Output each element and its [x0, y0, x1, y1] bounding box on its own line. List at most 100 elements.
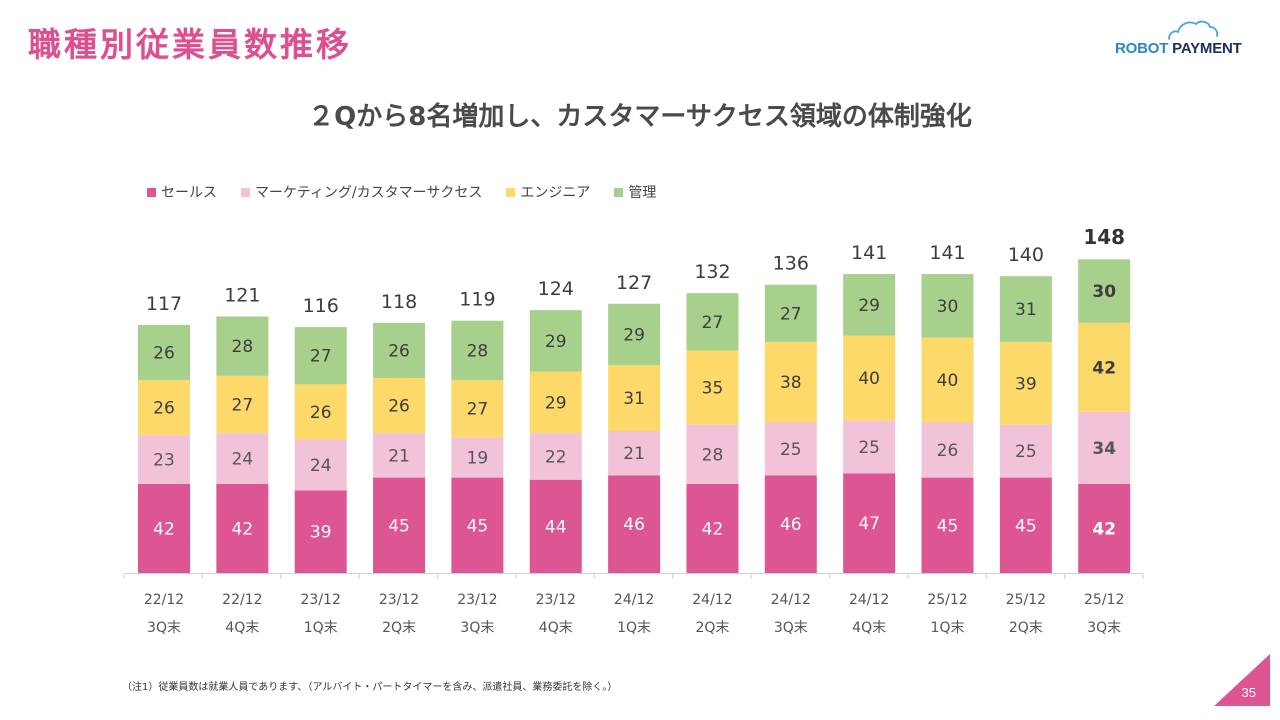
- legend-swatch-engineer: [506, 187, 516, 197]
- data-label-admin: 30: [937, 297, 959, 317]
- x-tick-label-period: 25/12: [927, 592, 967, 608]
- bar-segment-sales: [608, 475, 661, 573]
- bar-segment-admin: [294, 327, 347, 385]
- bar-segment-sales: [529, 479, 582, 573]
- bar-segment-engineer: [764, 341, 817, 423]
- legend-item-engineer: エンジニア: [506, 182, 590, 202]
- total-label: 140: [1008, 244, 1044, 266]
- bar-segment-admin: [999, 276, 1052, 342]
- bar-segment-engineer: [138, 380, 190, 436]
- data-label-sales: 46: [780, 515, 802, 535]
- bar-segment-marketing-cs: [921, 422, 974, 478]
- chart-subtitle: ２Qから8名増加し、カスタマーサクセス領域の体制強化: [308, 102, 972, 132]
- legend-label-marketing-cs: マーケティング/カスタマーサクセス: [255, 185, 483, 201]
- legend-label-admin: 管理: [628, 185, 657, 201]
- data-label-sales: 39: [310, 523, 332, 543]
- legend-swatch-sales: [147, 187, 156, 197]
- footnote: （注1）従業員数は就業人員であります、（アルバイト・パートタイマーを含み、派遣社…: [122, 682, 618, 693]
- data-label-sales: 45: [467, 516, 489, 536]
- x-tick-label-quarter: 1Q末: [931, 620, 965, 636]
- legend-swatch-marketing-cs: [241, 187, 250, 197]
- bar-segment-engineer: [451, 380, 504, 438]
- data-label-sales: 42: [1092, 519, 1116, 539]
- page-number: 35: [1241, 685, 1256, 700]
- bar-segment-marketing-cs: [686, 424, 739, 484]
- data-label-engineer: 31: [623, 389, 645, 409]
- bar-segment-engineer: [1078, 322, 1131, 412]
- x-tick-label-quarter: 3Q末: [460, 620, 494, 636]
- x-tick-label-period: 23/12: [536, 592, 576, 608]
- x-tick-label-period: 23/12: [301, 592, 341, 608]
- bar-segment-marketing-cs: [216, 433, 269, 484]
- x-tick-label-period: 24/12: [849, 592, 889, 608]
- bar-segment-engineer: [529, 371, 582, 434]
- x-tick-label-quarter: 2Q末: [695, 620, 729, 636]
- x-tick-label-period: 25/12: [1006, 592, 1046, 608]
- data-label-engineer: 39: [1015, 374, 1037, 394]
- bar-segment-sales: [451, 477, 504, 573]
- logo-text-payment-word: PAYMENT: [1172, 40, 1242, 57]
- legend-item-sales: セールス: [147, 182, 217, 202]
- data-label-marketing-cs: 26: [937, 441, 959, 461]
- data-label-engineer: 35: [702, 379, 724, 399]
- bar-segment-marketing-cs: [294, 439, 347, 491]
- x-tick-label-period: 24/12: [771, 592, 811, 608]
- data-label-engineer: 27: [232, 395, 254, 415]
- bar-segment-marketing-cs: [999, 424, 1052, 478]
- page-title: 職種別従業員数推移: [28, 25, 352, 64]
- legend-label-sales: セールス: [161, 185, 217, 201]
- bar-segment-engineer: [921, 337, 974, 423]
- data-label-engineer: 38: [780, 373, 802, 393]
- bar-segment-sales: [999, 477, 1052, 573]
- bar-segment-engineer: [843, 335, 896, 421]
- bar-segment-engineer: [608, 365, 661, 431]
- x-tick-label-period: 22/12: [144, 592, 184, 608]
- legend-label-engineer: エンジニア: [520, 185, 591, 201]
- chart-legend: セールス マーケティング/カスタマーサクセス エンジニア 管理: [147, 182, 680, 202]
- legend-item-marketing-cs: マーケティング/カスタマーサクセス: [241, 182, 482, 202]
- x-tick-label-period: 23/12: [379, 592, 419, 608]
- data-label-admin: 26: [388, 341, 410, 361]
- bar-segment-marketing-cs: [1078, 411, 1131, 484]
- legend-swatch-admin: [614, 187, 624, 197]
- legend-item-admin: 管理: [614, 182, 656, 202]
- bar-segment-admin: [686, 293, 739, 351]
- data-label-marketing-cs: 34: [1092, 439, 1116, 459]
- total-label: 132: [694, 261, 730, 283]
- data-label-sales: 42: [232, 519, 254, 539]
- bar-segment-marketing-cs: [764, 422, 817, 476]
- x-tick-label-quarter: 2Q末: [382, 620, 416, 636]
- data-label-admin: 29: [858, 296, 880, 316]
- x-tick-label-quarter: 1Q末: [304, 620, 338, 636]
- x-tick-label-quarter: 3Q末: [147, 620, 181, 636]
- data-label-engineer: 40: [858, 369, 880, 389]
- bar-segment-engineer: [216, 375, 269, 434]
- x-tick-label-quarter: 3Q末: [774, 620, 808, 636]
- bar-segment-sales: [764, 475, 817, 573]
- bar-segment-admin: [529, 310, 582, 372]
- data-label-sales: 46: [623, 515, 645, 535]
- data-label-admin: 27: [780, 304, 802, 324]
- data-label-admin: 27: [310, 347, 332, 367]
- data-label-marketing-cs: 24: [232, 450, 254, 470]
- total-label: 148: [1083, 225, 1125, 249]
- x-tick-label-period: 25/12: [1084, 592, 1124, 608]
- data-label-admin: 30: [1092, 282, 1116, 302]
- data-label-marketing-cs: 22: [545, 447, 567, 467]
- x-tick-label-period: 24/12: [614, 592, 654, 608]
- bar-segment-admin: [138, 324, 190, 381]
- bar-segment-admin: [451, 320, 504, 381]
- total-label: 121: [224, 284, 260, 306]
- data-label-admin: 28: [232, 337, 254, 357]
- data-label-engineer: 26: [310, 403, 332, 423]
- bar-segment-sales: [1078, 483, 1131, 573]
- bar-segment-marketing-cs: [529, 433, 582, 480]
- data-label-admin: 31: [1015, 300, 1037, 320]
- total-label: 117: [146, 293, 182, 315]
- bar-segment-marketing-cs: [843, 420, 896, 474]
- total-label: 116: [303, 295, 339, 317]
- bar-segment-sales: [686, 483, 739, 573]
- x-tick-label-quarter: 4Q末: [539, 620, 573, 636]
- x-tick-label-period: 24/12: [692, 592, 732, 608]
